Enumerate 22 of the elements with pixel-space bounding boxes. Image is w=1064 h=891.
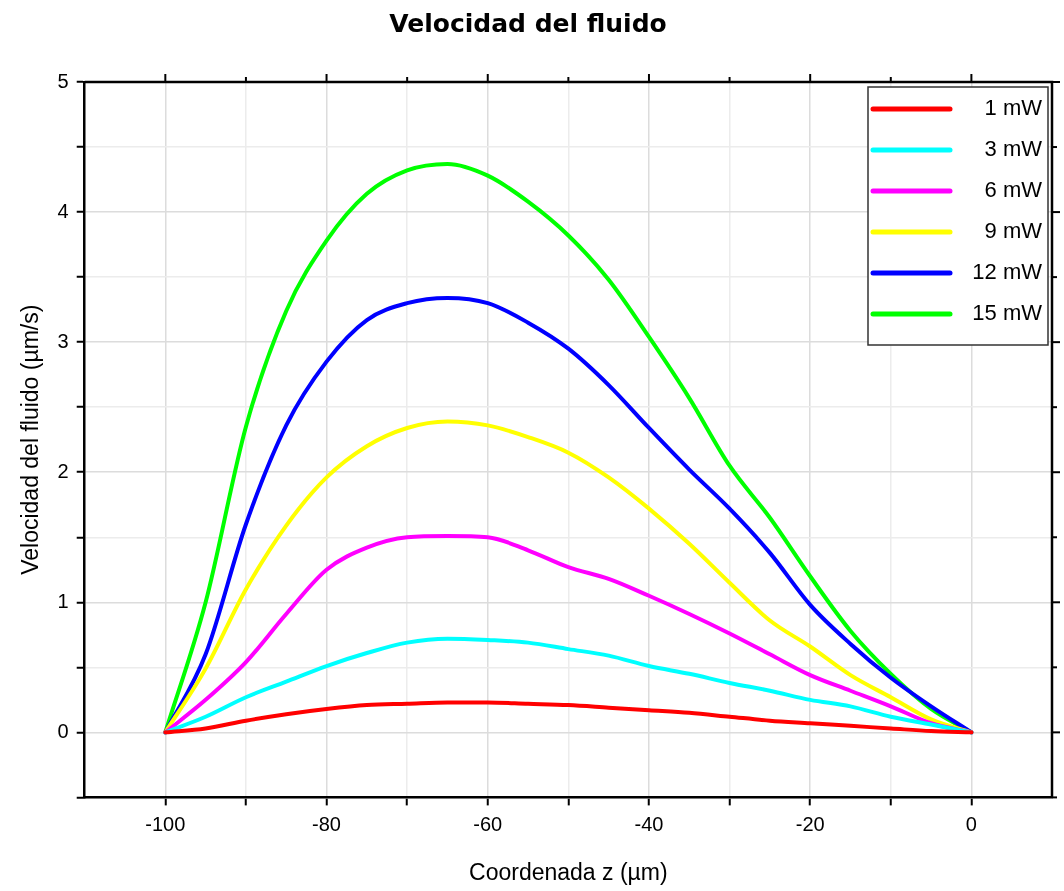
x-tick-label: -20	[795, 812, 825, 835]
y-tick-label: 4	[57, 199, 69, 222]
y-tick-label: 3	[57, 329, 69, 352]
y-tick-label: 0	[57, 719, 69, 742]
x-tick-label: 0	[965, 812, 977, 835]
legend-label: 9 mW	[984, 218, 1043, 244]
y-tick-label: 2	[57, 459, 69, 482]
x-tick-label: -100	[145, 812, 186, 835]
y-tick-label: 5	[57, 69, 69, 92]
y-tick-label: 1	[57, 589, 69, 612]
x-axis-title: Coordenada z (µm)	[469, 858, 668, 885]
y-axis-title: Velocidad del fluido (µm/s)	[17, 304, 44, 575]
x-tick-label: -60	[473, 812, 503, 835]
chart-title: Velocidad del fluido	[389, 8, 667, 38]
line-series	[163, 700, 974, 735]
x-tick-label: -80	[312, 812, 341, 835]
legend-label: 3 mW	[984, 136, 1043, 162]
legend-label: 12 mW	[972, 259, 1043, 285]
legend-label: 1 mW	[984, 95, 1043, 121]
legend-label: 6 mW	[984, 177, 1043, 203]
legend-label: 15 mW	[972, 300, 1043, 326]
x-tick-label: -40	[634, 812, 664, 835]
